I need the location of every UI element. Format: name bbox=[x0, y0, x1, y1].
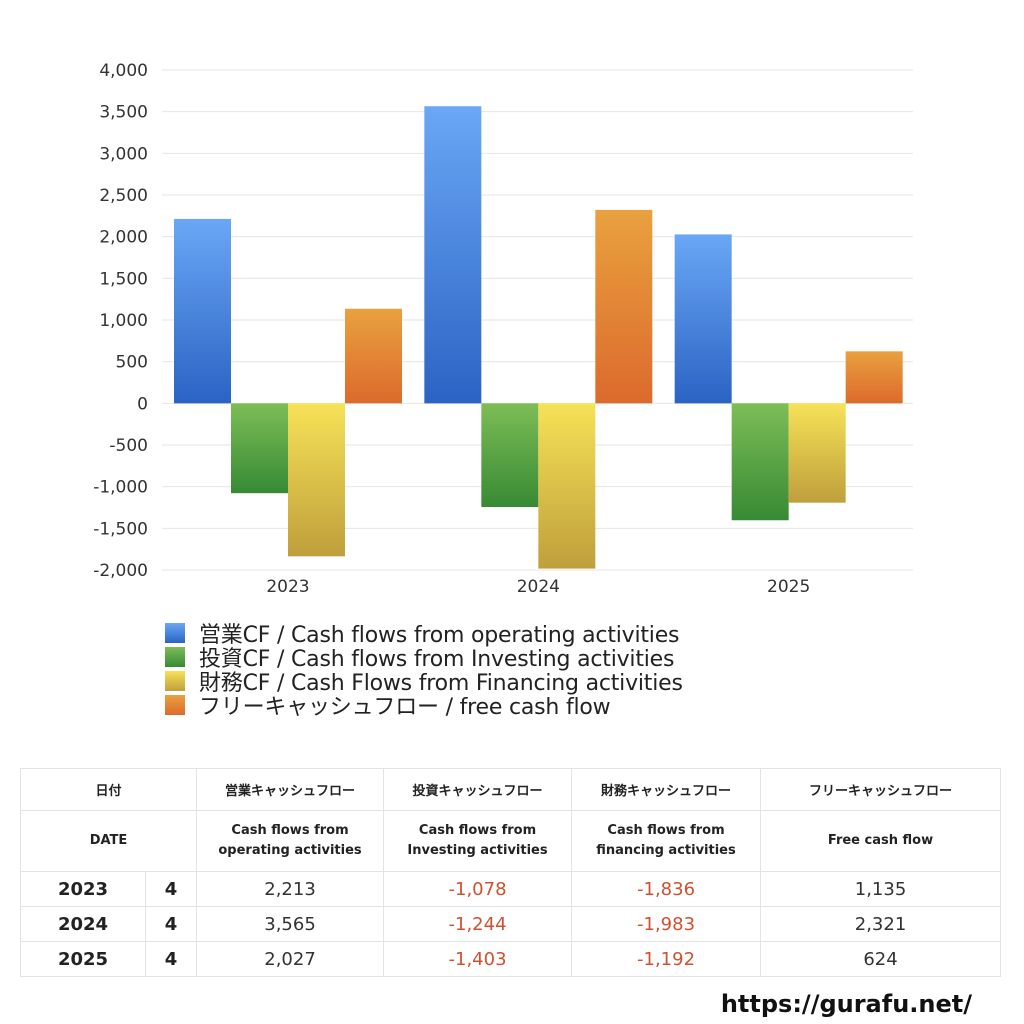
y-tick-label: 0 bbox=[137, 394, 148, 414]
header-investing-en-line2: Investing activities bbox=[407, 843, 548, 858]
header-free-jp: フリーキャッシュフロー bbox=[760, 768, 1002, 811]
legend-label: フリーキャッシュフロー / free cash flow bbox=[199, 695, 611, 720]
row-quarter: 4 bbox=[144, 871, 198, 907]
y-tick-label: 3,500 bbox=[99, 103, 148, 123]
bar-2023-series-3 bbox=[288, 403, 345, 557]
table-header-jp: 日付 営業キャッシュフロー 投資キャッシュフロー 財務キャッシュフロー フリーキ… bbox=[19, 768, 1002, 811]
y-tick-label: -500 bbox=[109, 436, 148, 456]
legend-swatch bbox=[165, 671, 185, 691]
chart-legend: 営業CF / Cash flows from operating activit… bbox=[165, 621, 683, 720]
table-row: 2023 4 2,213 -1,078 -1,836 1,135 bbox=[20, 871, 1002, 907]
header-investing-en-line1: Cash flows from bbox=[418, 823, 537, 838]
table-row: 2024 4 3,565 -1,244 -1,983 2,321 bbox=[20, 906, 1002, 942]
header-free-en: Free cash flow bbox=[760, 810, 1002, 872]
table-header-en: DATE Cash flows from operating activitie… bbox=[19, 810, 1002, 872]
row-operating: 2,213 bbox=[196, 871, 385, 907]
cash-flow-table: 日付 営業キャッシュフロー 投資キャッシュフロー 財務キャッシュフロー フリーキ… bbox=[19, 768, 1002, 977]
row-year: 2025 bbox=[20, 941, 146, 977]
bar-2024-series-3 bbox=[538, 403, 596, 569]
bar-2025-series-4 bbox=[845, 351, 903, 404]
bar-2024-series-1 bbox=[424, 106, 482, 404]
row-free: 1,135 bbox=[760, 871, 1002, 907]
row-year: 2024 bbox=[20, 906, 146, 942]
header-financing-jp: 財務キャッシュフロー bbox=[571, 768, 762, 811]
x-category-label: 2025 bbox=[767, 577, 810, 597]
header-operating-en-line1: Cash flows from bbox=[231, 823, 349, 838]
legend-swatch bbox=[165, 647, 185, 667]
legend-item: 投資CF / Cash flows from Investing activit… bbox=[165, 645, 683, 672]
bar-2023-series-4 bbox=[345, 308, 402, 404]
header-operating-en: Cash flows from operating activities bbox=[196, 810, 385, 872]
row-quarter: 4 bbox=[144, 941, 198, 977]
header-operating-jp: 営業キャッシュフロー bbox=[196, 768, 385, 811]
y-tick-label: -2,000 bbox=[93, 561, 148, 581]
x-axis-labels: 2023 2024 2025 bbox=[266, 577, 810, 597]
bar-2025-series-3 bbox=[788, 403, 846, 503]
row-financing: -1,192 bbox=[571, 941, 762, 977]
y-tick-label: 2,000 bbox=[99, 228, 148, 248]
row-investing: -1,244 bbox=[383, 906, 573, 942]
y-tick-label: 1,000 bbox=[99, 311, 148, 331]
bar-2025-series-2 bbox=[731, 403, 789, 521]
row-year: 2023 bbox=[20, 871, 146, 907]
bar-2023-series-2 bbox=[231, 403, 288, 494]
table-row: 2025 4 2,027 -1,403 -1,192 624 bbox=[20, 941, 1002, 977]
row-operating: 3,565 bbox=[196, 906, 385, 942]
y-tick-label: 1,500 bbox=[99, 269, 148, 289]
header-financing-en-line1: Cash flows from bbox=[607, 823, 725, 838]
legend-label: 財務CF / Cash Flows from Financing activit… bbox=[199, 671, 683, 696]
header-date-en: DATE bbox=[19, 810, 198, 872]
legend-item: 営業CF / Cash flows from operating activit… bbox=[165, 621, 683, 648]
y-axis-ticks: 4,000 3,500 3,000 2,500 2,000 1,500 1,000 500 0 -… bbox=[93, 61, 148, 581]
header-financing-en-line2: financing activities bbox=[596, 843, 736, 858]
row-financing: -1,983 bbox=[571, 906, 762, 942]
legend-label: 投資CF / Cash flows from Investing activit… bbox=[199, 647, 675, 672]
x-category-label: 2023 bbox=[266, 577, 309, 597]
y-tick-label: 500 bbox=[116, 353, 148, 373]
row-investing: -1,403 bbox=[383, 941, 573, 977]
y-tick-label: -1,500 bbox=[93, 519, 148, 539]
legend-swatch bbox=[165, 695, 185, 715]
row-quarter: 4 bbox=[144, 906, 198, 942]
cash-flow-bar-chart: 4,000 3,500 3,000 2,500 2,000 1,500 1,000 500 0 -… bbox=[93, 61, 913, 597]
y-tick-label: 3,000 bbox=[99, 144, 148, 164]
bar-2024-series-2 bbox=[481, 403, 539, 507]
header-investing-en: Cash flows from Investing activities bbox=[383, 810, 573, 872]
row-financing: -1,836 bbox=[571, 871, 762, 907]
x-category-label: 2024 bbox=[517, 577, 560, 597]
header-investing-jp: 投資キャッシュフロー bbox=[383, 768, 573, 811]
bar-2023-series-1 bbox=[174, 218, 231, 404]
y-tick-label: 2,500 bbox=[99, 186, 148, 206]
legend-item: フリーキャッシュフロー / free cash flow bbox=[165, 693, 683, 720]
bar-2024-series-4 bbox=[595, 209, 653, 404]
bars bbox=[174, 106, 903, 569]
row-operating: 2,027 bbox=[196, 941, 385, 977]
row-free: 624 bbox=[760, 941, 1002, 977]
legend-swatch bbox=[165, 623, 185, 643]
header-financing-en: Cash flows from financing activities bbox=[571, 810, 762, 872]
y-tick-label: -1,000 bbox=[93, 478, 148, 498]
header-operating-en-line2: operating activities bbox=[218, 843, 362, 858]
legend-item: 財務CF / Cash Flows from Financing activit… bbox=[165, 669, 683, 696]
row-investing: -1,078 bbox=[383, 871, 573, 907]
header-date-jp: 日付 bbox=[19, 768, 198, 811]
bar-2025-series-1 bbox=[674, 234, 732, 404]
legend-label: 営業CF / Cash flows from operating activit… bbox=[199, 623, 680, 648]
row-free: 2,321 bbox=[760, 906, 1002, 942]
y-tick-label: 4,000 bbox=[99, 61, 148, 81]
site-url[interactable]: https://gurafu.net/ bbox=[720, 990, 972, 1018]
